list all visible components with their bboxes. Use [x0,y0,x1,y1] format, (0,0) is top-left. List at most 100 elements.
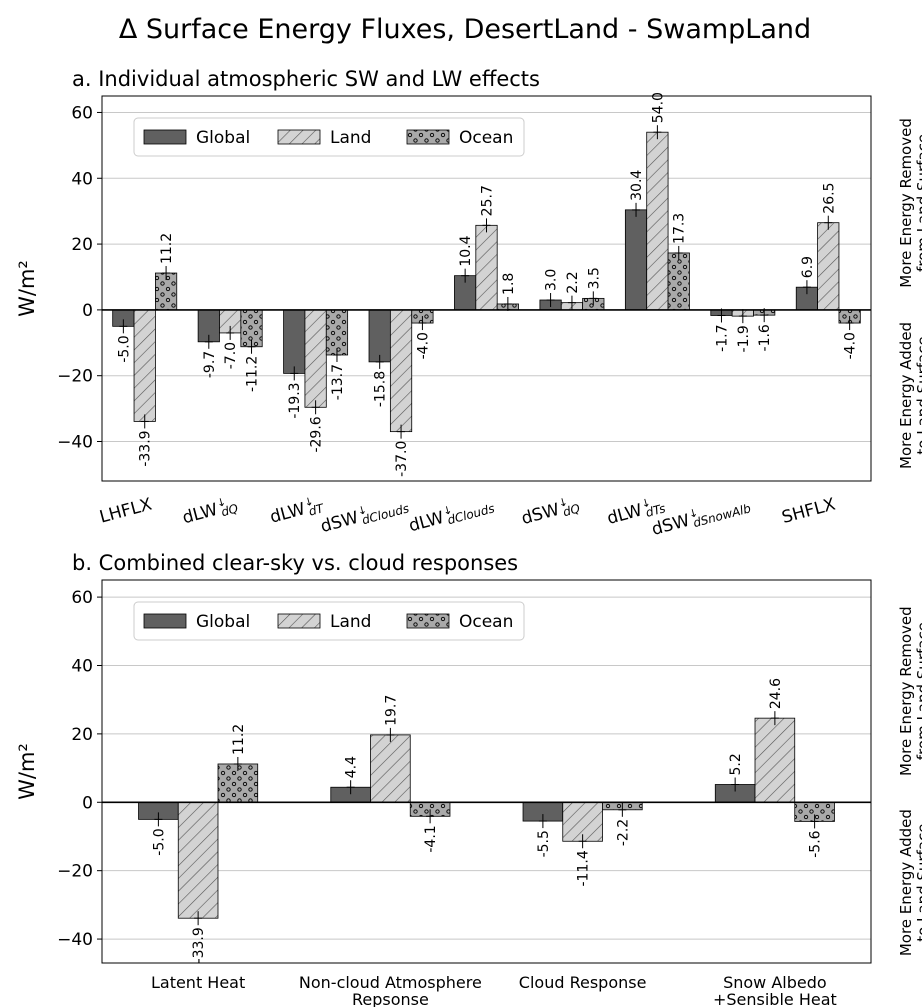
x-tick-label: Cloud Response [519,973,647,992]
legend-swatch-land [277,613,321,629]
data-label: 11.2 [231,724,247,755]
x-tick-label: +Sensible Heat [713,990,837,1007]
legend-box [133,601,525,641]
data-label: 2.2 [565,271,581,293]
x-tick-label-arrow: ↓ [441,503,453,518]
data-label: 26.5 [821,183,837,214]
x-tick-label-arrow: ↓ [356,503,368,518]
legend-label: Ocean [459,612,513,632]
data-label: -13.7 [330,364,346,400]
y-tick-label: 40 [71,169,93,189]
x-tick-label-base: SHFLX [780,494,838,528]
annotation-top: from Land Surface [914,134,922,272]
legend-label: Global [196,612,250,632]
data-label: 30.4 [629,170,645,201]
y-tick-label: 0 [82,301,93,321]
panel-b: b. Combined clear-sky vs. cloud response… [15,551,922,1007]
annotation-top: More Energy Removed [897,118,915,288]
x-tick-label-arrow: ↓ [687,506,699,521]
x-tick-label-base: dLW [605,500,645,529]
legend-swatch-land [277,129,321,145]
panel-title: b. Combined clear-sky vs. cloud response… [72,551,518,575]
data-label: -15.8 [373,371,389,407]
bar-land [646,131,669,311]
data-label: -7.0 [223,342,239,369]
legend-swatch-global [143,129,187,145]
x-tick-label-base: dLW [407,508,447,537]
x-tick-label: dLW↓dClouds [406,493,496,538]
x-tick-label: Latent Heat [151,973,245,992]
legend-swatch-ocean [406,613,450,629]
y-tick-label: −40 [57,433,93,453]
x-tick-label-base: dLW [268,499,308,528]
legend: Global Land Ocean [133,117,525,157]
x-tick-label: SHFLX [780,494,838,528]
bar-global [624,209,648,311]
y-tick-label: −20 [57,862,93,882]
data-label: 11.2 [159,233,175,264]
data-label: -33.9 [138,430,154,466]
data-label: 3.5 [586,267,602,289]
annotation-bottom: More Energy Added [897,322,915,469]
data-label: -5.6 [808,830,824,857]
data-label: -11.4 [576,850,592,886]
data-label: -2.2 [615,819,631,846]
x-tick-label-sub: dQ [561,501,581,519]
data-label: 4.4 [344,756,360,778]
y-tick-label: 60 [71,103,93,123]
bar-land [754,717,796,803]
figure-title: Δ Surface Energy Fluxes, DesertLand - Sw… [119,14,811,45]
x-tick-label: dSW↓dSnowAlb [649,492,753,540]
x-tick-label-sub: dT [307,501,327,519]
x-tick-label: Snow Albedo [723,973,827,992]
annotation-top: from Land Surface [914,622,922,760]
x-tick-label-arrow: ↓ [215,495,227,510]
x-tick-label-sub: dQ [220,501,240,519]
bar-land [370,734,411,803]
x-tick-label: Non-cloud Atmosphere [299,973,482,992]
x-tick-label: dSW↓dQ [519,493,582,530]
data-label: -4.0 [843,332,859,359]
x-tick-label-base: LHFLX [97,494,154,527]
data-label: 19.7 [383,695,399,726]
x-tick-label-sub: dSnowAlb [692,501,753,530]
data-label: -5.0 [116,335,132,362]
bar-ocean [667,252,690,311]
data-label: -19.3 [287,382,303,418]
x-tick-label-sub: dClouds [446,501,496,527]
y-tick-label: 20 [71,725,93,745]
bar-land [389,309,413,433]
x-tick-label: dSW↓dClouds [318,493,411,538]
data-label: 17.3 [672,213,688,244]
data-label: 3.0 [544,269,560,291]
data-label: -5.5 [536,830,552,857]
y-tick-label: 20 [71,235,93,255]
panel-a: a. Individual atmospheric SW and LW effe… [15,67,922,540]
bar-land [304,309,327,408]
bar-land [817,222,840,311]
x-tick-label: LHFLX [97,494,154,527]
data-label: 1.8 [501,273,517,295]
x-tick-label-base: dSW [519,500,561,529]
data-label: -1.9 [736,325,752,352]
annotation-bottom: More Energy Added [897,809,915,956]
x-tick-label-base: dLW [180,500,220,529]
data-label: -1.7 [714,324,730,351]
bar-global [368,309,391,363]
legend-swatch-ocean [406,129,450,145]
data-label: -4.1 [423,825,439,852]
annotation-bottom: to Land Surface [914,336,922,454]
y-tick-label: 0 [82,793,93,813]
bar-land [475,224,498,311]
bar-land [133,309,156,422]
legend-label: Global [196,128,250,148]
data-label: -5.0 [151,828,167,855]
bar-land [177,801,219,919]
plot-frame [101,579,872,964]
plot-frame [101,95,872,482]
x-tick-label: Repsonse [352,990,429,1007]
x-tick-label-sub: dClouds [360,501,410,527]
data-label: 6.9 [800,256,816,278]
data-label: -11.2 [245,356,261,392]
